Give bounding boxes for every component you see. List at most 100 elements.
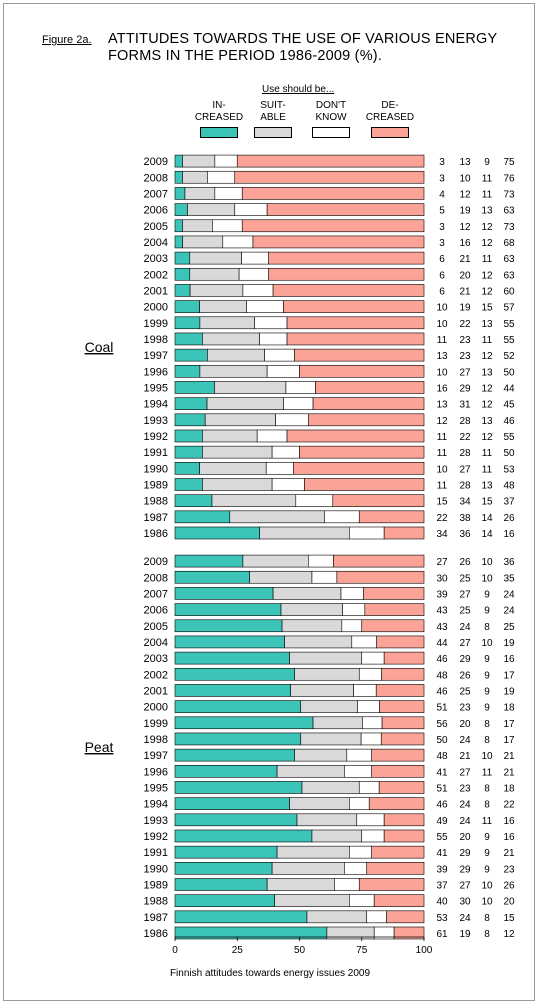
chart-title-line-1: ATTITUDES TOWARDS THE USE OF VARIOUS ENE… bbox=[108, 31, 498, 47]
coal-bar-segment-dont-know bbox=[242, 284, 274, 297]
coal-value-suitable: 20 bbox=[459, 270, 471, 281]
peat-value-suitable: 29 bbox=[459, 848, 471, 859]
peat-bar-segment-decreased bbox=[379, 700, 425, 713]
coal-year-label: 1994 bbox=[144, 399, 168, 411]
coal-value-suitable: 28 bbox=[459, 480, 471, 491]
coal-value-dont-know: 12 bbox=[481, 222, 493, 233]
peat-bar-segment-dont-know bbox=[360, 732, 382, 746]
coal-value-dont-know: 11 bbox=[482, 464, 493, 475]
peat-value-dont-know: 8 bbox=[484, 622, 490, 633]
peat-bar-segment-decreased bbox=[333, 554, 425, 568]
peat-bar-segment-increased bbox=[174, 587, 274, 600]
coal-value-dont-know: 14 bbox=[481, 529, 493, 540]
peat-bar-segment-suitable bbox=[242, 554, 309, 568]
chart-footer: Finnish attitudes towards energy issues … bbox=[169, 968, 371, 979]
coal-bar-segment-increased bbox=[174, 316, 201, 330]
coal-value-decreased: 73 bbox=[503, 189, 515, 200]
peat-value-suitable: 27 bbox=[459, 880, 471, 891]
peat-bar-segment-decreased bbox=[358, 878, 425, 891]
coal-value-decreased: 55 bbox=[503, 432, 515, 443]
coal-bar-segment-decreased bbox=[299, 445, 425, 459]
peat-value-decreased: 26 bbox=[503, 880, 515, 891]
peat-value-suitable: 23 bbox=[459, 783, 471, 794]
coal-value-suitable: 19 bbox=[459, 303, 471, 314]
peat-value-increased: 48 bbox=[436, 751, 448, 762]
coal-value-decreased: 76 bbox=[503, 173, 515, 184]
peat-bar-segment-dont-know bbox=[358, 781, 380, 794]
peat-bar-segment-decreased bbox=[336, 570, 425, 584]
legend-swatch-increased bbox=[200, 127, 238, 138]
peat-value-suitable: 25 bbox=[459, 686, 471, 697]
coal-year-label: 1986 bbox=[144, 528, 168, 540]
peat-value-decreased: 20 bbox=[503, 897, 515, 908]
peat-value-suitable: 21 bbox=[459, 751, 471, 762]
coal-year-label: 1989 bbox=[144, 479, 168, 491]
legend-swatch-dont-know bbox=[312, 127, 350, 138]
peat-value-dont-know: 11 bbox=[482, 816, 493, 827]
peat-bar-segment-suitable bbox=[289, 797, 350, 810]
coal-value-dont-know: 11 bbox=[482, 448, 493, 459]
coal-bar-segment-suitable bbox=[199, 364, 268, 378]
coal-bar-segment-dont-know bbox=[275, 413, 309, 427]
coal-bar-segment-increased bbox=[174, 397, 208, 410]
peat-value-increased: 43 bbox=[436, 622, 448, 633]
coal-bar-segment-suitable bbox=[199, 300, 247, 313]
peat-value-dont-know: 8 bbox=[484, 719, 490, 730]
coal-value-suitable: 27 bbox=[459, 464, 471, 475]
coal-value-suitable: 28 bbox=[459, 416, 471, 427]
coal-year-label: 1991 bbox=[144, 447, 168, 459]
peat-bar-segment-decreased bbox=[371, 845, 425, 859]
coal-value-increased: 11 bbox=[437, 480, 448, 491]
peat-bar-segment-decreased bbox=[383, 651, 425, 665]
coal-value-increased: 22 bbox=[436, 513, 448, 524]
coal-value-dont-know: 11 bbox=[482, 254, 493, 265]
coal-value-increased: 11 bbox=[437, 335, 448, 346]
peat-year-label: 1993 bbox=[144, 815, 168, 827]
peat-value-suitable: 25 bbox=[459, 606, 471, 617]
peat-bar-segment-suitable bbox=[271, 862, 345, 875]
peat-value-dont-know: 9 bbox=[484, 654, 490, 665]
peat-value-increased: 41 bbox=[436, 848, 448, 859]
coal-value-dont-know: 12 bbox=[481, 286, 493, 297]
peat-bar-segment-increased bbox=[174, 829, 313, 843]
coal-bar-segment-decreased bbox=[293, 462, 425, 475]
peat-value-dont-know: 9 bbox=[484, 864, 490, 875]
figure-label: Figure 2a. bbox=[42, 34, 92, 46]
coal-bar-segment-suitable bbox=[199, 462, 267, 475]
coal-year-label: 1996 bbox=[144, 366, 168, 378]
coal-value-suitable: 12 bbox=[459, 189, 471, 200]
peat-value-dont-know: 10 bbox=[481, 880, 493, 891]
peat-bar-segment-decreased bbox=[380, 732, 425, 746]
peat-value-suitable: 27 bbox=[459, 767, 471, 778]
coal-value-dont-know: 12 bbox=[481, 238, 493, 249]
peat-value-increased: 46 bbox=[436, 686, 448, 697]
peat-bar-segment-dont-know bbox=[361, 651, 385, 665]
peat-value-decreased: 17 bbox=[503, 670, 515, 681]
coal-bar-segment-dont-know bbox=[207, 170, 236, 184]
coal-group-label: Coal bbox=[85, 339, 114, 355]
coal-value-dont-know: 15 bbox=[481, 303, 493, 314]
peat-bar-segment-suitable bbox=[296, 813, 358, 827]
peat-bar-segment-decreased bbox=[376, 635, 425, 649]
peat-value-increased: 39 bbox=[436, 589, 448, 600]
coal-bar-segment-decreased bbox=[286, 332, 425, 346]
coal-bar-segment-dont-know bbox=[214, 154, 238, 168]
coal-value-dont-know: 13 bbox=[481, 416, 493, 427]
peat-value-dont-know: 8 bbox=[484, 783, 490, 794]
coal-bar-segment-increased bbox=[174, 478, 203, 491]
x-axis-tick-label: 25 bbox=[232, 945, 244, 956]
peat-value-decreased: 23 bbox=[503, 864, 515, 875]
peat-bar-segment-suitable bbox=[306, 910, 368, 924]
coal-year-label: 1993 bbox=[144, 415, 168, 427]
coal-bar-segment-suitable bbox=[199, 316, 255, 330]
coal-bar-segment-suitable bbox=[211, 494, 297, 507]
coal-bar-segment-suitable bbox=[206, 397, 284, 410]
coal-bar-segment-dont-know bbox=[214, 187, 243, 200]
coal-bar-segment-dont-know bbox=[265, 462, 294, 475]
peat-value-increased: 51 bbox=[436, 783, 448, 794]
legend-label-dont-know: DON'T KNOW bbox=[315, 100, 347, 123]
coal-bar-segment-decreased bbox=[294, 348, 425, 362]
coal-bar-segment-suitable bbox=[202, 445, 273, 459]
coal-value-suitable: 12 bbox=[459, 222, 471, 233]
peat-bar-segment-decreased bbox=[368, 797, 425, 810]
